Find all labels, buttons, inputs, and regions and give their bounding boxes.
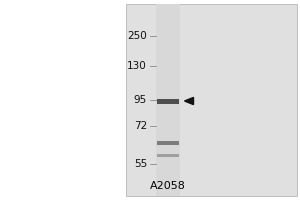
Text: A2058: A2058 [150,181,186,191]
Bar [156,4,180,196]
Bar [126,4,297,196]
Bar [157,154,179,156]
Text: 55: 55 [134,159,147,169]
Text: 130: 130 [127,61,147,71]
Bar [157,98,179,104]
Bar [157,141,179,145]
Text: 250: 250 [127,31,147,41]
Text: 72: 72 [134,121,147,131]
Text: 95: 95 [134,95,147,105]
Polygon shape [184,97,194,105]
